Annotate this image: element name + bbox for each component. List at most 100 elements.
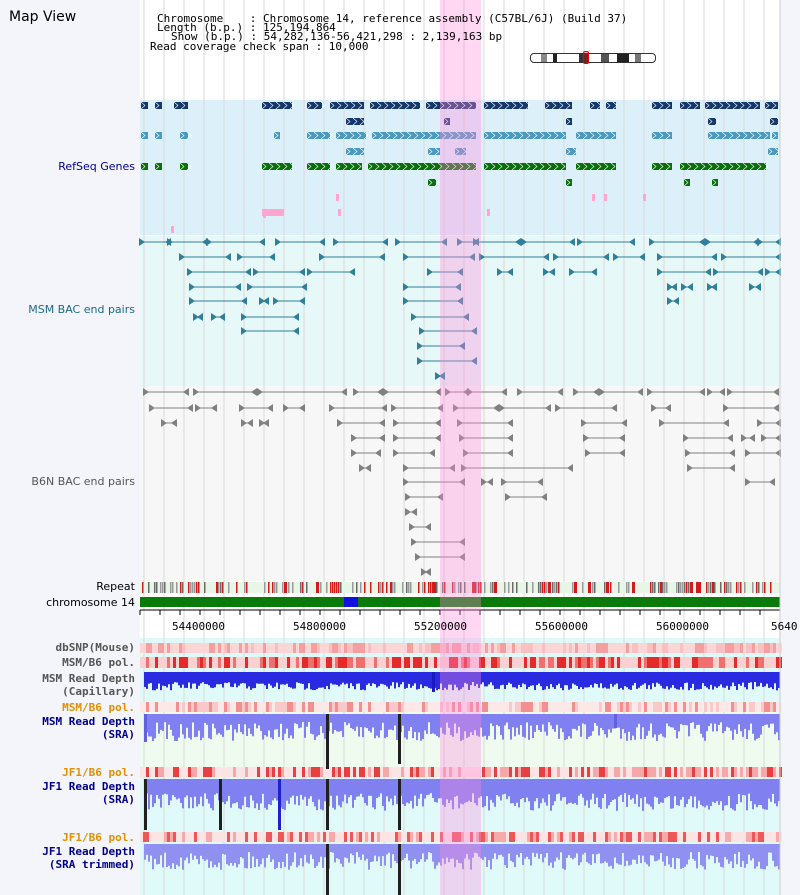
depth-bar (578, 844, 580, 866)
heat-cell (668, 643, 671, 653)
gene-arrow (416, 162, 422, 171)
depth-spike (144, 779, 147, 830)
depth-bar (632, 672, 634, 686)
depth-bar (572, 779, 574, 804)
depth-bar (376, 779, 378, 798)
gene-arrow (749, 162, 755, 171)
depth-spike (326, 844, 329, 895)
depth-bar (556, 714, 558, 725)
depth-bar (372, 714, 374, 728)
depth-bar (166, 714, 168, 740)
heat-cell (563, 832, 566, 842)
heat-cell (428, 767, 431, 777)
depth-bar (610, 714, 612, 733)
depth-bar (758, 714, 760, 738)
depth-bar (270, 714, 272, 738)
heat-cell (440, 832, 443, 842)
track-label-msm-b6-pol-2[interactable]: MSM/B6 pol. (62, 701, 135, 714)
depth-bar (280, 714, 282, 724)
depth-bar (518, 714, 520, 735)
heat-cell (614, 702, 617, 712)
heat-cell (317, 767, 320, 777)
heat-cell (668, 767, 671, 777)
depth-bar (302, 844, 304, 867)
depth-bar (382, 779, 384, 807)
depth-bar (586, 714, 588, 740)
repeat-element (390, 582, 393, 593)
chromosome-ideogram[interactable] (530, 53, 656, 63)
heat-cell (569, 643, 572, 653)
depth-bar (170, 714, 172, 730)
gene-arrow (693, 162, 699, 171)
track-label-jf1-depth-trim[interactable]: JF1 Read Depth (42, 845, 135, 858)
repeat-element (740, 582, 742, 593)
depth-bar (168, 844, 170, 866)
heat-cell (500, 832, 503, 842)
heat-cell (659, 832, 662, 842)
depth-bar (650, 779, 652, 807)
depth-bar (464, 844, 466, 859)
heat-cell (755, 767, 758, 777)
depth-bar (602, 672, 604, 689)
depth-bar (212, 779, 214, 811)
depth-bar (758, 672, 760, 687)
bac-end-marker (139, 238, 145, 246)
track-label-b6n-bac[interactable]: B6N BAC end pairs (31, 475, 135, 488)
heat-cell (593, 643, 596, 653)
depth-bar (450, 714, 452, 736)
repeat-element (626, 582, 628, 593)
heat-cell (227, 657, 230, 668)
heat-cell (776, 832, 779, 842)
track-label-msm-bac[interactable]: MSM BAC end pairs (28, 303, 135, 316)
depth-bar (776, 779, 778, 807)
gene-arrow (342, 131, 348, 140)
track-label-dbsnp[interactable]: dbSNP(Mouse) (55, 641, 135, 654)
heat-cell (497, 643, 500, 653)
heat-cell (644, 657, 647, 668)
depth-bar (332, 672, 334, 685)
depth-bar (608, 714, 610, 730)
depth-bar (410, 714, 412, 728)
gene-arrow (483, 101, 489, 110)
depth-bar (176, 844, 178, 865)
depth-spike (432, 672, 435, 692)
track-label-msm-b6-pol[interactable]: MSM/B6 pol. (62, 656, 135, 669)
heat-cell (287, 767, 290, 777)
track-label-jf1-b6-pol[interactable]: JF1/B6 pol. (62, 766, 135, 779)
depth-bar (490, 714, 492, 724)
heat-cell (434, 832, 437, 842)
depth-bar (542, 844, 544, 863)
depth-bar (194, 779, 196, 797)
repeat-element (652, 582, 654, 593)
track-label-jf1-depth-sra[interactable]: JF1 Read Depth (42, 780, 135, 793)
depth-bar (536, 672, 538, 686)
heat-cell (698, 643, 701, 653)
depth-bar (352, 779, 354, 808)
heat-cell (287, 643, 290, 653)
info-coverage: Read coverage check span : 10,000 (150, 40, 369, 53)
bac-end-marker (241, 297, 247, 305)
heat-cell (317, 832, 320, 842)
depth-bar (540, 844, 542, 854)
track-label-msm-depth-capillary[interactable]: MSM Read Depth (42, 672, 135, 685)
depth-bar (766, 844, 768, 866)
track-label-repeat[interactable]: Repeat (96, 580, 135, 593)
gene-arrow (771, 131, 777, 140)
depth-bar (154, 714, 156, 739)
track-label-jf1-b6-pol-2[interactable]: JF1/B6 pol. (62, 831, 135, 844)
bac-end-marker (457, 238, 463, 246)
repeat-element (476, 582, 478, 593)
heat-cell (524, 832, 527, 842)
track-label-refseq[interactable]: RefSeq Genes (58, 160, 135, 173)
depth-bar (480, 779, 482, 797)
track-label-msm-depth-sra[interactable]: MSM Read Depth (42, 715, 135, 728)
depth-bar (606, 672, 608, 689)
depth-bar (332, 714, 334, 734)
gene-arrow (721, 131, 727, 140)
depth-bar (684, 779, 686, 808)
depth-bar (678, 779, 680, 806)
heat-cell (173, 832, 176, 842)
depth-bar (770, 714, 772, 724)
heat-cell (320, 767, 323, 777)
depth-bar (268, 672, 270, 684)
